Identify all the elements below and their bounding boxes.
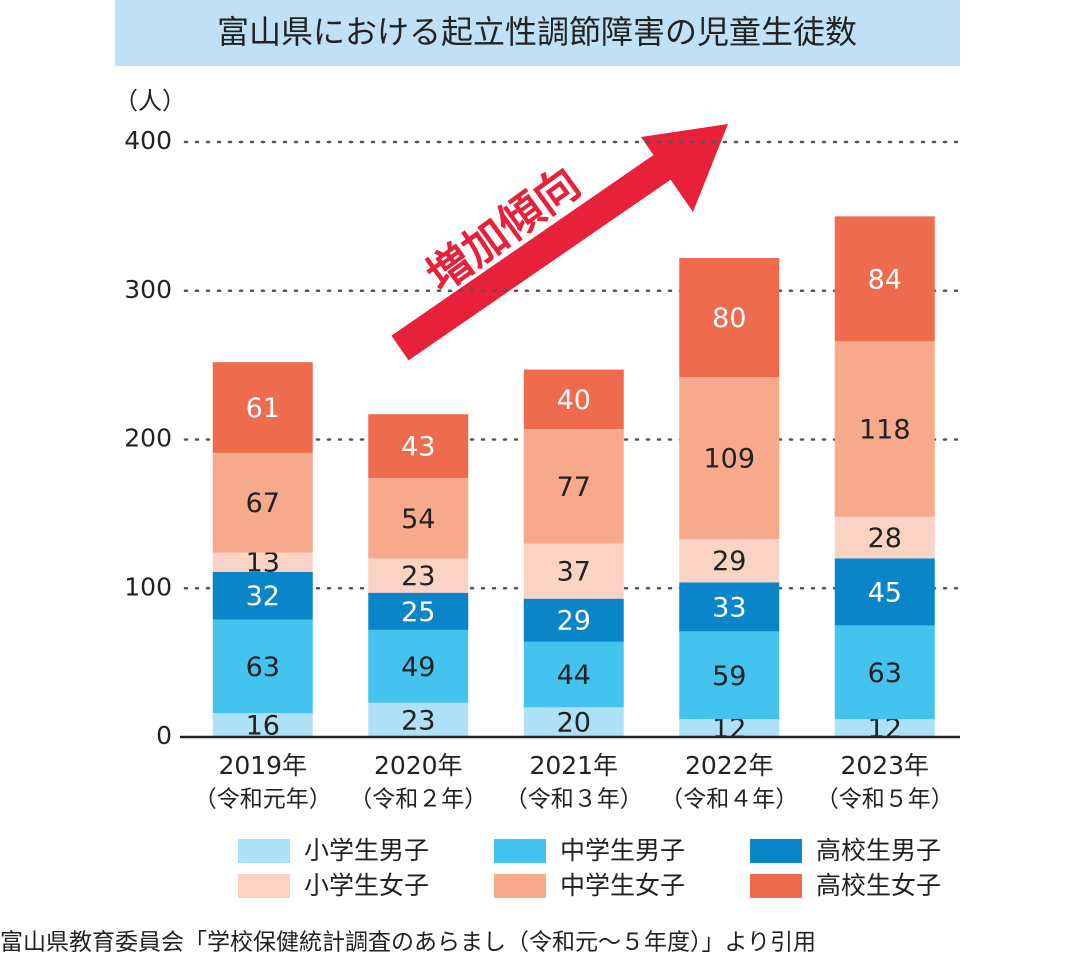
x-tick-label: 2021年 — [529, 751, 618, 780]
data-label: 59 — [712, 661, 746, 692]
x-tick-label: 2022年 — [685, 751, 774, 780]
data-label: 44 — [557, 660, 591, 691]
data-label: 80 — [712, 303, 746, 334]
bar-segment — [212, 452, 313, 553]
arrow-head — [641, 124, 728, 212]
bar-segment — [523, 598, 624, 642]
data-label: 20 — [557, 708, 591, 739]
y-tick-label: 200 — [124, 424, 172, 453]
bar-segment — [523, 641, 624, 708]
bar-segment — [679, 631, 780, 720]
bar-segment — [212, 713, 313, 737]
data-label: 61 — [246, 393, 280, 424]
legend-swatch — [494, 839, 546, 863]
bar-segment — [212, 552, 313, 572]
bar-segment — [212, 619, 313, 714]
bar-segment — [679, 719, 780, 737]
y-tick-label: 100 — [124, 572, 172, 601]
data-label: 84 — [868, 264, 902, 295]
chart-title: 富山県における起立性調節障害の児童生徒数 — [217, 13, 857, 51]
legend-swatch — [750, 874, 802, 898]
bar-segment — [368, 478, 469, 559]
x-tick-sublabel: （令和４年） — [660, 787, 798, 813]
data-label: 13 — [246, 548, 280, 579]
bar-segment — [368, 702, 469, 737]
bar-segment — [523, 429, 624, 544]
bar-segment — [368, 558, 469, 593]
bar-segment — [834, 625, 935, 720]
data-label: 43 — [401, 432, 435, 463]
x-tick-label: 2023年 — [840, 751, 929, 780]
y-tick-label: 300 — [124, 275, 172, 304]
y-tick-label: 400 — [124, 126, 172, 155]
legend-label: 小学生女子 — [304, 871, 429, 900]
bar-segment — [679, 539, 780, 583]
bar-segment — [523, 543, 624, 599]
legend-label: 小学生男子 — [304, 836, 429, 865]
source-note: 富山県教育委員会「学校保健統計調査のあらまし（令和元～５年度）」より引用 — [0, 930, 816, 956]
legend-swatch — [494, 874, 546, 898]
bar-segment — [834, 341, 935, 517]
data-label: 45 — [868, 577, 902, 608]
legend-swatch — [238, 839, 290, 863]
bar-segment — [679, 377, 780, 540]
data-label: 23 — [401, 561, 435, 592]
bar-segment — [212, 362, 313, 453]
bar-segment — [834, 558, 935, 626]
data-label: 28 — [868, 523, 902, 554]
bar-segment — [523, 707, 624, 737]
data-label: 37 — [557, 557, 591, 588]
bar-segment — [679, 582, 780, 632]
legend-label: 中学生女子 — [560, 871, 685, 900]
bar-segment — [834, 719, 935, 737]
data-label: 118 — [859, 415, 911, 446]
bar-segment — [834, 216, 935, 342]
x-tick-sublabel: （令和３年） — [505, 787, 643, 813]
x-tick-label: 2020年 — [374, 751, 463, 780]
legend-label: 高校生女子 — [816, 871, 941, 900]
bar-segment — [212, 571, 313, 620]
y-tick-label: 0 — [156, 721, 172, 750]
data-label: 67 — [246, 488, 280, 519]
legend-label: 中学生男子 — [560, 836, 685, 865]
x-tick-sublabel: （令和５年） — [816, 787, 954, 813]
x-tick-label: 2019年 — [218, 751, 307, 780]
bar-segment — [834, 516, 935, 559]
data-label: 109 — [703, 444, 755, 475]
bar-segment — [679, 258, 780, 378]
trend-arrow — [391, 124, 728, 361]
legend-swatch — [750, 839, 802, 863]
data-label: 33 — [712, 592, 746, 623]
data-label: 49 — [401, 652, 435, 683]
bar-segment — [368, 629, 469, 703]
arrow-shaft — [391, 142, 689, 361]
data-label: 63 — [246, 652, 280, 683]
data-label: 29 — [712, 546, 746, 577]
legend-label: 高校生男子 — [816, 836, 941, 865]
data-label: 23 — [401, 705, 435, 736]
bar-segment — [368, 414, 469, 479]
data-label: 29 — [557, 606, 591, 637]
x-tick-sublabel: （令和元年） — [194, 787, 332, 813]
legend-swatch — [238, 874, 290, 898]
bar-segment — [523, 369, 624, 430]
data-label: 25 — [401, 597, 435, 628]
data-label: 40 — [557, 385, 591, 416]
data-label: 54 — [401, 504, 435, 535]
bar-segment — [368, 592, 469, 630]
data-label: 77 — [557, 472, 591, 503]
data-label: 63 — [868, 658, 902, 689]
data-label: 32 — [246, 581, 280, 612]
title-banner — [115, 0, 960, 66]
y-unit-label: （人） — [114, 87, 186, 115]
x-tick-sublabel: （令和２年） — [349, 787, 487, 813]
